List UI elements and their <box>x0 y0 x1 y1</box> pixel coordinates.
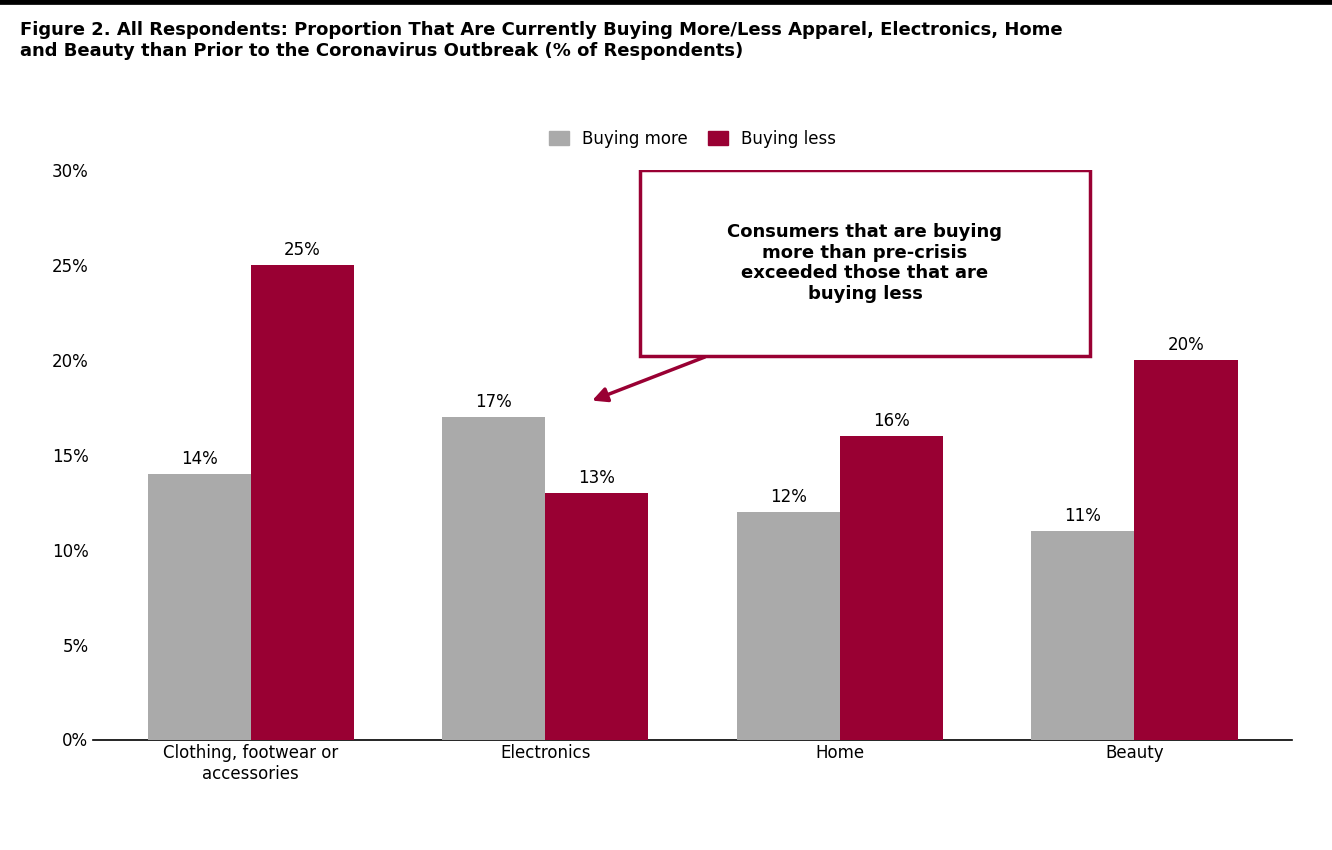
Bar <box>737 512 840 740</box>
Bar <box>545 493 649 740</box>
Text: 25%: 25% <box>284 241 321 259</box>
FancyBboxPatch shape <box>639 170 1091 356</box>
Text: 17%: 17% <box>476 393 513 411</box>
Text: 12%: 12% <box>770 488 807 506</box>
Text: Figure 2. All Respondents: Proportion That Are Currently Buying More/Less Appare: Figure 2. All Respondents: Proportion Th… <box>20 21 1063 60</box>
Text: 20%: 20% <box>1168 336 1204 354</box>
Bar <box>250 265 354 740</box>
Bar <box>840 436 943 740</box>
Bar <box>148 473 250 740</box>
Text: 16%: 16% <box>872 412 910 430</box>
Text: Consumers that are buying
more than pre-crisis
exceeded those that are
buying le: Consumers that are buying more than pre-… <box>727 223 1003 303</box>
Bar <box>1135 360 1237 740</box>
Text: 14%: 14% <box>181 450 217 468</box>
Bar <box>1031 530 1135 740</box>
Bar <box>442 416 545 740</box>
Text: 13%: 13% <box>578 469 615 487</box>
Legend: Buying more, Buying less: Buying more, Buying less <box>541 122 844 156</box>
Text: 11%: 11% <box>1064 507 1102 525</box>
